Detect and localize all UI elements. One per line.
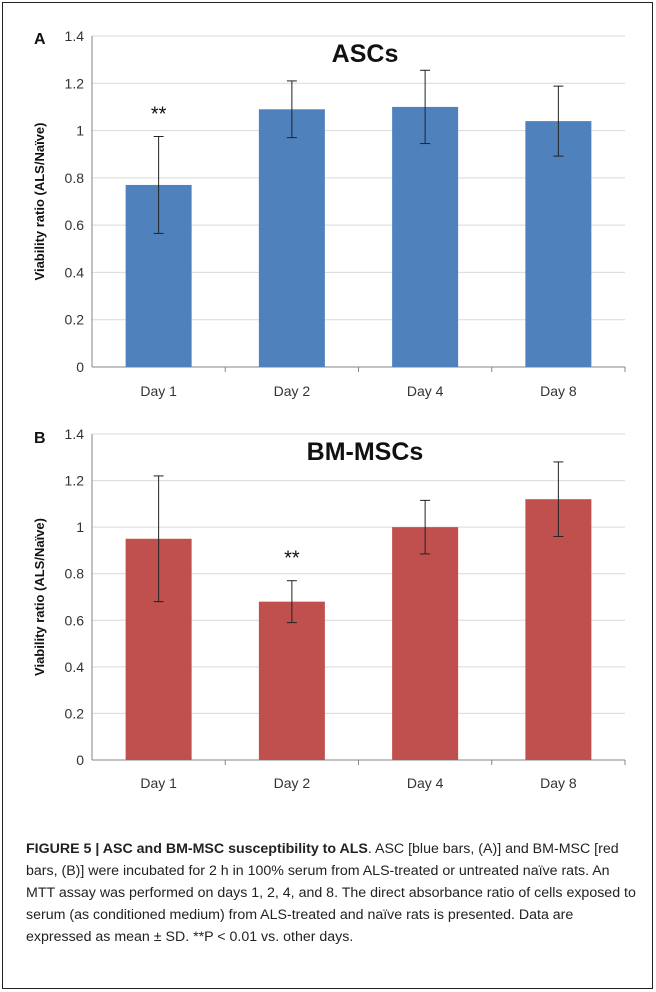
significance-marker: ** — [151, 103, 167, 125]
y-tick-label: 0.8 — [65, 566, 85, 582]
y-tick-label: 1 — [76, 519, 84, 535]
significance-marker: ** — [284, 548, 300, 570]
bar-day-2 — [258, 109, 325, 368]
chart-panel-b: 0 0.2 0.4 0.6 0.8 1 1.2 1.4 Day 1 ** Day 2 Day 4 Day… — [32, 426, 626, 791]
y-tick-label: 0.8 — [65, 170, 85, 186]
bar-day-4 — [392, 527, 459, 760]
x-tick-label: Day 8 — [540, 775, 577, 791]
chart-title: BM-MSCs — [307, 438, 424, 466]
bar-day-2 — [258, 601, 325, 760]
y-tick-label: 0.2 — [65, 312, 85, 328]
panel-label: A — [34, 31, 46, 48]
y-tick-label: 0 — [76, 752, 84, 768]
y-tick-label: 0.4 — [65, 659, 85, 675]
y-tick-label: 1 — [76, 123, 84, 139]
x-tick-label: Day 2 — [274, 775, 311, 791]
y-tick-label: 1.2 — [65, 75, 85, 91]
x-tick-label: Day 8 — [540, 383, 577, 399]
chart-title: ASCs — [332, 40, 399, 68]
y-tick-label: 0.6 — [65, 217, 85, 233]
figure-caption: FIGURE 5 | ASC and BM-MSC susceptibility… — [26, 838, 638, 948]
bar-day-8 — [525, 121, 592, 367]
y-tick-label: 1.2 — [65, 473, 85, 489]
y-tick-label: 0.6 — [65, 612, 85, 628]
x-tick-label: Day 4 — [407, 383, 444, 399]
x-tick-label: Day 4 — [407, 775, 444, 791]
panel-label: B — [34, 430, 46, 447]
y-tick-label: 1.4 — [65, 28, 85, 44]
y-axis-label: Viability ratio (ALS/Naïve) — [32, 518, 47, 676]
y-tick-label: 0.4 — [65, 264, 85, 280]
x-tick-label: Day 1 — [140, 383, 177, 399]
x-tick-label: Day 2 — [274, 383, 311, 399]
y-tick-label: 1.4 — [65, 426, 85, 442]
chart-panel-a: 0 0.2 0.4 0.6 0.8 1 1.2 1.4 ** Day 1 Day 2 Day 4 Day… — [32, 28, 626, 399]
caption-title: FIGURE 5 | ASC and BM-MSC susceptibility… — [26, 841, 368, 857]
y-tick-label: 0.2 — [65, 705, 85, 721]
bar-day-8 — [525, 499, 592, 760]
y-axis-label: Viability ratio (ALS/Naïve) — [32, 123, 47, 281]
bar-day-4 — [392, 106, 459, 367]
y-tick-label: 0 — [76, 359, 84, 375]
caption-text: . ASC [blue bars, (A)] and BM-MSC [red b… — [26, 841, 636, 945]
x-tick-label: Day 1 — [140, 775, 177, 791]
